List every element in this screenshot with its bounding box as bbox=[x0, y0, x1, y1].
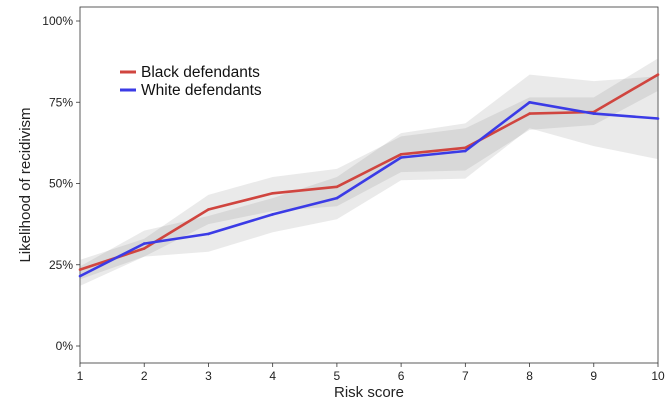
y-tick-label: 100% bbox=[42, 14, 73, 28]
y-tick-label: 75% bbox=[49, 95, 73, 109]
data-point-series-1-x-9 bbox=[592, 112, 596, 115]
plot-panel bbox=[79, 6, 659, 364]
data-point-series-0-x-3 bbox=[207, 208, 210, 211]
x-tick-label: 8 bbox=[526, 369, 533, 383]
data-point-series-0-x-6 bbox=[399, 153, 403, 156]
data-point-series-0-x-5 bbox=[335, 185, 339, 189]
x-tick-label: 10 bbox=[651, 369, 665, 383]
y-tick-label: 25% bbox=[49, 258, 73, 272]
data-point-series-0-x-10 bbox=[656, 73, 660, 76]
series-line-1 bbox=[79, 101, 659, 278]
data-point-series-1-x-4 bbox=[271, 213, 275, 216]
x-axis-title: Risk score bbox=[334, 384, 404, 400]
data-point-series-0-x-7 bbox=[464, 146, 467, 150]
y-tick-label: 50% bbox=[49, 177, 73, 191]
x-tick-label: 5 bbox=[334, 369, 341, 383]
x-tick-label: 6 bbox=[398, 369, 405, 383]
data-point-series-0-x-4 bbox=[271, 192, 275, 195]
confidence-band-series-1 bbox=[80, 74, 658, 286]
data-point-series-1-x-7 bbox=[464, 149, 467, 153]
y-axis-title: Likelihood of recidivism bbox=[17, 107, 34, 262]
series-line-0 bbox=[79, 73, 659, 271]
data-point-series-0-x-2 bbox=[142, 247, 146, 250]
data-point-series-1-x-5 bbox=[335, 196, 339, 200]
data-point-series-1-x-10 bbox=[656, 117, 660, 120]
legend-label-white-defendants: White defendants bbox=[141, 82, 262, 99]
data-point-series-1-x-8 bbox=[528, 101, 531, 104]
data-point-series-0-x-8 bbox=[528, 112, 531, 115]
x-tick-label: 3 bbox=[205, 369, 212, 383]
axes: 0% 25% 50% 75% 100% 1 2 3 4 5 6 7 8 9 10 bbox=[42, 14, 665, 383]
legend: Black defendants White defendants bbox=[120, 64, 262, 99]
y-tick-label: 0% bbox=[56, 339, 74, 353]
data-point-series-1-x-6 bbox=[399, 156, 403, 159]
data-point-series-1-x-3 bbox=[207, 232, 210, 236]
x-tick-label: 2 bbox=[141, 369, 148, 383]
data-point-series-1-x-2 bbox=[142, 242, 146, 245]
x-tick-label: 4 bbox=[269, 369, 276, 383]
x-tick-label: 1 bbox=[77, 369, 84, 383]
legend-label-black-defendants: Black defendants bbox=[141, 64, 260, 81]
data-point-series-0-x-1 bbox=[78, 268, 82, 271]
x-tick-label: 9 bbox=[590, 369, 597, 383]
series-lines bbox=[78, 73, 660, 278]
data-point-series-1-x-1 bbox=[78, 274, 82, 278]
x-tick-label: 7 bbox=[462, 369, 469, 383]
